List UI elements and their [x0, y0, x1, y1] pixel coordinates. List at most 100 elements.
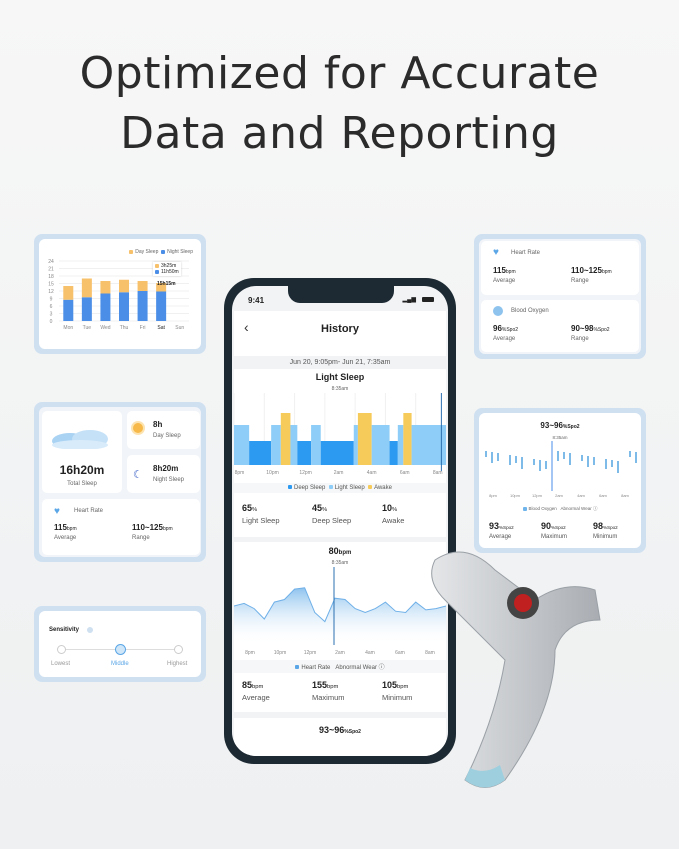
spo2-bar — [515, 456, 517, 463]
heart-rate-title: Heart Rate — [74, 508, 104, 514]
sleep-card: Light Sleep 8:35am 8pm 10pm 12pm 2am 4am 6am 8… — [234, 369, 446, 537]
night-sleep-bar — [63, 299, 74, 321]
x-tick: 8pm — [235, 470, 245, 476]
status-time: 9:41 — [248, 296, 265, 305]
spo2-bar — [629, 451, 631, 457]
hr-range: 110~125bpm — [571, 266, 612, 275]
x-tick: 6am — [599, 493, 607, 498]
x-tick: 12pm — [532, 493, 543, 498]
notch — [288, 286, 394, 303]
spo2-bar — [563, 452, 565, 459]
x-tick: Wed — [100, 325, 110, 331]
hr-average: 115bpm — [493, 266, 516, 275]
x-tick: 2am — [334, 470, 344, 476]
awake-segment — [357, 413, 372, 465]
option-highest[interactable] — [174, 645, 183, 654]
night-sleep-value: 8h20m — [153, 464, 179, 473]
y-tick: 9 — [50, 297, 53, 303]
vitals-card: ♥ Heart Rate 115bpm Average 110~125bpm R… — [474, 234, 646, 359]
sleep-chart[interactable]: 8pm 10pm 12pm 2am 4am 6am 8am — [234, 393, 446, 477]
sleep-title: Light Sleep — [315, 372, 365, 382]
option-highest-label: Highest — [167, 661, 188, 667]
night-sleep-bar — [100, 293, 111, 321]
headline: Optimized for Accurate Data and Reporting — [79, 48, 600, 159]
awake-segment — [403, 413, 412, 465]
stat-0: 85bpm Average — [242, 680, 270, 702]
hr-range-label: Range — [132, 535, 150, 541]
night-sleep-tile: ☾ 8h20m Night Sleep — [127, 455, 200, 493]
x-tick: Mon — [63, 325, 73, 331]
day-sleep-bar — [81, 278, 92, 298]
blood-oxygen-icon — [493, 306, 503, 316]
x-tick: Fri — [140, 325, 146, 331]
day-sleep-bar — [100, 281, 111, 294]
cursor-time: 8:35am — [331, 560, 349, 566]
option-lowest[interactable] — [57, 645, 66, 654]
night-sleep-bar — [156, 291, 167, 321]
spo2-bar — [617, 461, 619, 473]
ox-average: 96%Spo2 — [493, 324, 519, 333]
phone-screen: 9:41 ▂▄▆ ‹ History Jun 20, 9:05pm- Jun 2… — [232, 286, 448, 756]
ox-range-label: Range — [571, 336, 589, 342]
night-sleep-bar — [137, 291, 148, 321]
light-segment — [271, 425, 281, 465]
blood-oxygen-title: Blood Oxygen — [511, 308, 549, 314]
y-tick: 15 — [48, 282, 54, 288]
total-sleep-value: 16h20m — [59, 463, 105, 477]
spo2-bar — [497, 453, 499, 461]
stat-2: 10% Awake — [382, 503, 405, 525]
page-title: History — [321, 323, 359, 335]
spo2-bar — [557, 451, 559, 461]
y-tick: 6 — [50, 304, 53, 310]
night-sleep-label: Night Sleep — [153, 477, 185, 483]
spo2-bar — [605, 459, 607, 469]
heart-rate-chart[interactable]: 8pm 10pm 12pm 2am 4am 6am 8am — [234, 567, 446, 657]
stat-0: 65% Light Sleep — [242, 503, 280, 525]
tooltip: 3h25m 11h50m — [153, 262, 181, 276]
x-tick: 2am — [335, 650, 345, 656]
sensitivity-card: Sensitivity Lowest Middle Highest — [34, 606, 206, 682]
stat-1: 90%Spo2 Maximum — [541, 521, 568, 540]
y-tick: 0 — [50, 319, 53, 325]
legend: Day Sleep Night Sleep — [129, 249, 193, 255]
spo2-headline: 93~96%Spo2 — [540, 421, 580, 430]
heart-icon: ♥ — [54, 506, 60, 517]
stat-1: 45% Deep Sleep — [312, 503, 352, 525]
x-tick: 4am — [367, 470, 377, 476]
spo2-bar — [491, 452, 493, 463]
blood-oxygen-tile: Blood Oxygen 96%Spo2 Average 90~98%Spo2 … — [481, 300, 639, 352]
legend: Blood Oxygen Abnormal Wear ⓘ — [479, 506, 641, 512]
x-tick: 2am — [555, 493, 563, 498]
option-middle-selected[interactable] — [115, 644, 126, 655]
spo2-bar — [545, 461, 547, 469]
x-tick: 10pm — [266, 470, 279, 476]
day-sleep-bar — [63, 286, 74, 300]
option-middle-label: Middle — [111, 661, 129, 667]
deep-segment — [320, 441, 354, 465]
spo2-bar — [509, 455, 511, 465]
total-sleep-label: Total Sleep — [67, 481, 97, 487]
day-sleep-bar — [156, 283, 167, 292]
x-tick: Tue — [83, 325, 92, 331]
day-sleep-label: Day Sleep — [153, 433, 181, 439]
deep-segment — [297, 441, 312, 465]
light-segment — [290, 425, 298, 465]
cloud-icon — [52, 430, 108, 449]
back-button[interactable]: ‹ — [244, 319, 249, 335]
x-tick: 4am — [365, 650, 375, 656]
date-range[interactable]: Jun 20, 9:05pm- Jun 21, 7:35am — [289, 359, 391, 366]
heart-rate-value: 80bpm — [328, 546, 352, 556]
info-icon — [87, 627, 93, 633]
light-segment — [353, 425, 358, 465]
heart-area — [234, 587, 446, 645]
heart-rate-tile: ♥ Heart Rate 115bpm Average 110~125bpm R… — [42, 499, 200, 555]
spo2-bar — [539, 460, 541, 471]
x-tick: 8am — [621, 493, 629, 498]
awake-segment — [280, 413, 291, 465]
ox-average-label: Average — [493, 336, 516, 342]
signal-icon: ▂▄▆ — [402, 297, 416, 303]
tooltip-total: 15h15m — [157, 281, 176, 287]
stat-2: 105bpm Minimum — [382, 680, 413, 702]
light-segment — [234, 425, 250, 465]
